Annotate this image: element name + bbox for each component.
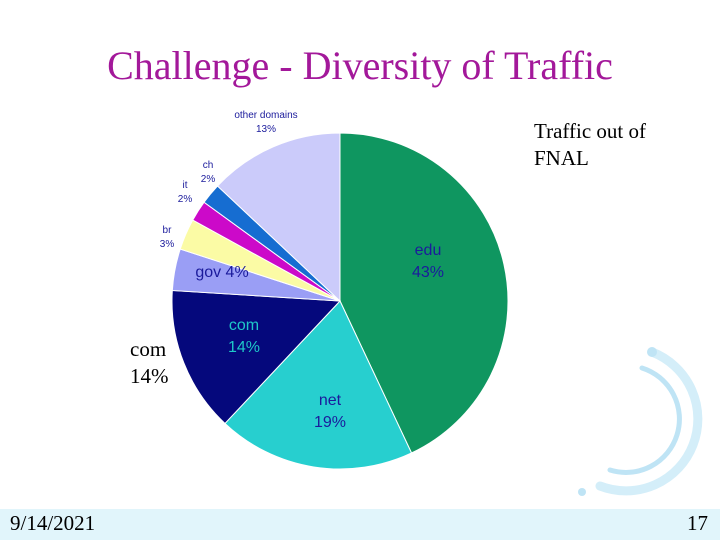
pie-label-ch-value: 2% [201,174,216,185]
pie-label-ch-name: ch [203,160,214,171]
pie-label-edu-name: edu [415,242,442,259]
traffic-note-line1: Traffic out of [534,119,646,143]
pie-label-net-value: 19% [314,414,346,431]
pie-slice-edu [339,132,509,454]
traffic-note: Traffic out of FNAL [534,118,704,172]
pie-label-br-value: 3% [160,239,175,250]
com-note-line2: 14% [130,364,169,388]
pie-label-com-name: com [229,317,259,334]
pie-label-net-name: net [319,392,342,409]
page-number: 17 [687,511,708,535]
pie-slice-com [171,289,342,425]
pie-label-edu-value: 43% [412,264,444,281]
pie-slice-other-domains [216,132,341,303]
footer-date: 9/14/2021 [10,511,96,535]
slide-title: Challenge - Diversity of Traffic [107,43,613,88]
pie-slice-net [224,300,413,470]
com-note: com 14% [130,336,190,390]
decorative-swirl [578,347,703,496]
pie-label-it-value: 2% [178,194,193,205]
pie-label-gov-name-value: gov 4% [195,264,248,281]
pie-label-com-value: 14% [228,339,260,356]
pie-label-it-name: it [183,180,188,191]
footer-bar [0,509,720,540]
pie-label-other-domains-value: 13% [256,124,276,135]
traffic-note-line2: FNAL [534,146,589,170]
pie-label-br-name: br [163,225,173,236]
com-note-line1: com [130,337,167,361]
pie-label-other-domains-name: other domains [234,110,297,121]
